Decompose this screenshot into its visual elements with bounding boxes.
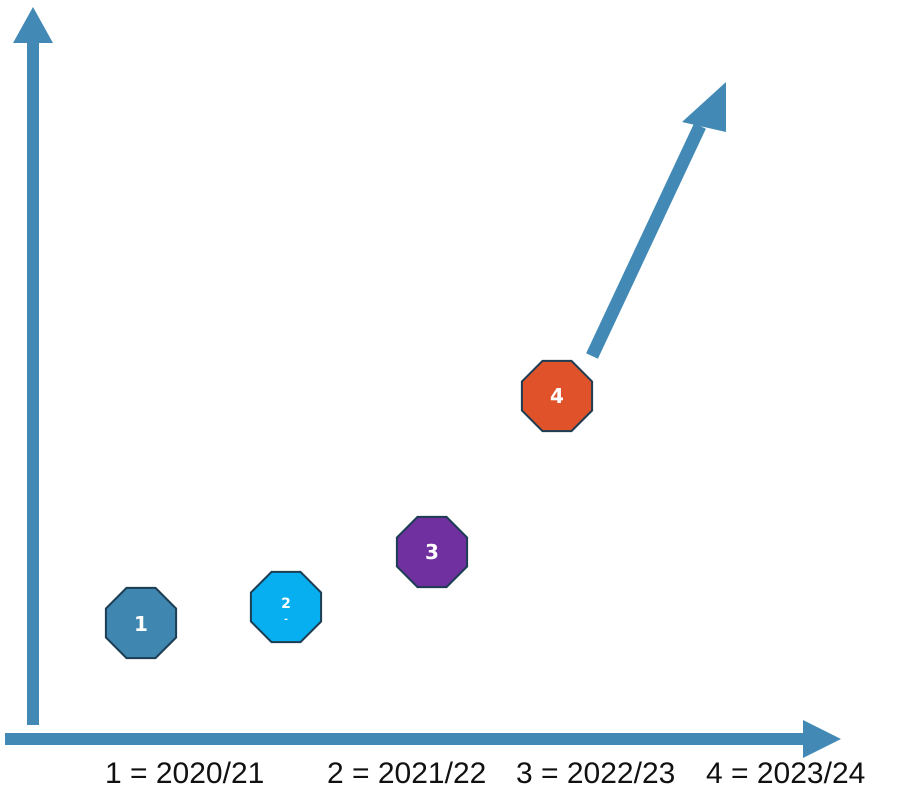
trend-arrowhead — [682, 82, 726, 132]
x-axis-shaft — [5, 733, 805, 745]
legend-item-3: 3 = 2022/23 — [516, 757, 676, 790]
node-2-octagon — [249, 570, 323, 644]
node-3: 3 — [395, 515, 469, 589]
x-axis-arrowhead — [803, 720, 841, 758]
node-3-octagon — [395, 515, 469, 589]
legend-item-4: 4 = 2023/24 — [706, 757, 866, 790]
y-axis-arrow — [13, 7, 53, 725]
node-4-octagon — [520, 359, 594, 433]
node-1-label: 1 — [134, 612, 148, 636]
node-3-label: 3 — [425, 540, 439, 564]
x-axis-arrow — [5, 720, 841, 758]
node-2-sublabel: - — [284, 615, 288, 625]
node-4-label: 4 — [550, 384, 564, 408]
y-axis-arrowhead — [13, 7, 53, 43]
node-2-label: 2 — [281, 596, 291, 612]
node-1: 1 — [104, 586, 178, 660]
node-2: 2 - — [249, 570, 323, 644]
trend-arrow-shaft — [586, 123, 706, 359]
legend-item-2: 2 = 2021/22 — [327, 757, 487, 790]
y-axis-shaft — [27, 35, 39, 725]
node-4: 4 — [520, 359, 594, 433]
growth-trend-arrow — [586, 82, 726, 359]
legend-item-1: 1 = 2020/21 — [105, 757, 265, 790]
node-1-octagon — [104, 586, 178, 660]
